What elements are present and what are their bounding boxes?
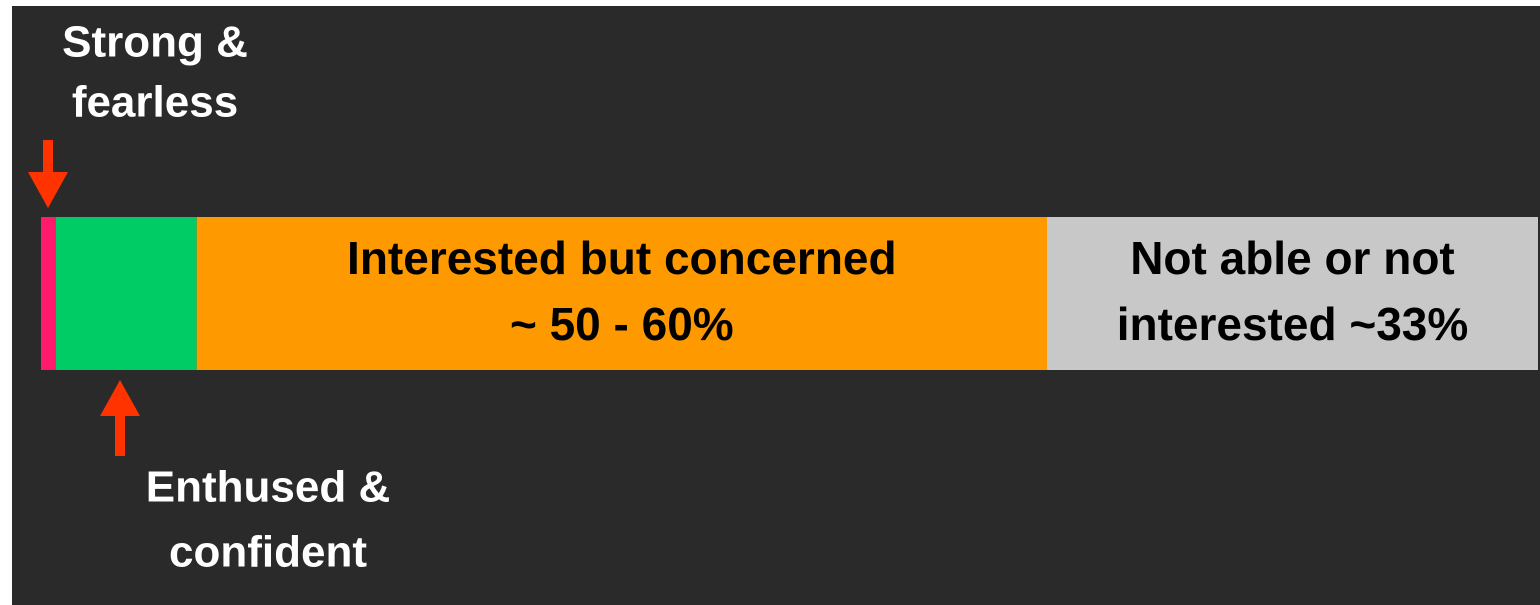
segment-label: confident: [169, 528, 367, 577]
segment-label: fearless: [72, 78, 238, 127]
arrow-down: [28, 140, 68, 208]
segment-label: Not able or not: [1130, 232, 1455, 284]
segment-label: ~ 50 - 60%: [510, 298, 734, 350]
segment-label: Interested but concerned: [347, 232, 897, 284]
segment-label: interested ~33%: [1117, 298, 1469, 350]
bar-segment: [41, 217, 56, 370]
bar-segment: [55, 217, 197, 370]
segment-label: Strong &: [62, 18, 248, 67]
bar-segment: [1046, 217, 1538, 370]
segment-label: Enthused &: [146, 463, 390, 512]
bar-segment: [196, 217, 1047, 370]
arrow-up: [100, 380, 140, 456]
